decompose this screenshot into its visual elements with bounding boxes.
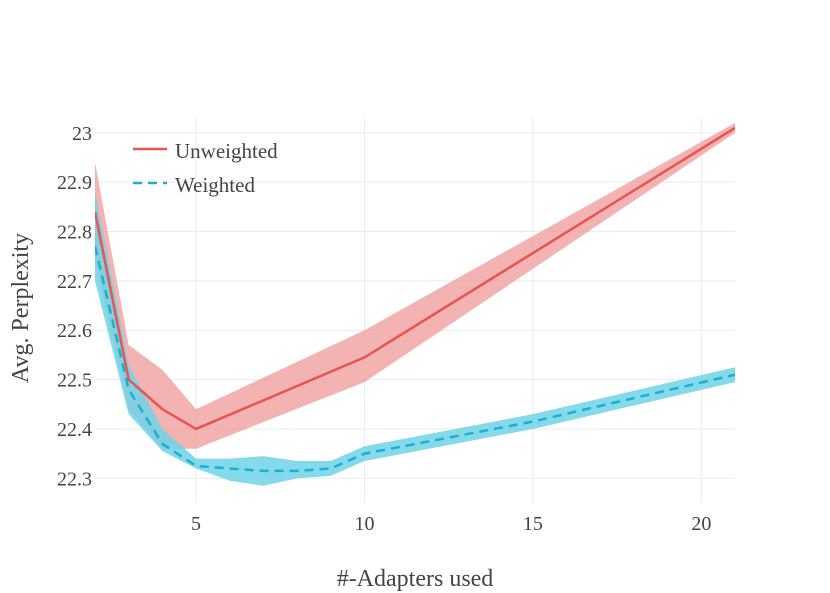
y-tick-label: 22.7 bbox=[57, 271, 92, 293]
y-tick-label: 22.8 bbox=[57, 222, 92, 244]
y-tick-label: 23 bbox=[72, 123, 92, 145]
legend-label-weighted: Weighted bbox=[175, 173, 255, 197]
y-tick-label: 22.5 bbox=[57, 370, 92, 392]
y-tick-label: 22.4 bbox=[57, 419, 92, 441]
legend-label-unweighted: Unweighted bbox=[175, 139, 278, 163]
x-tick-label: 10 bbox=[354, 513, 374, 535]
x-tick-label: 20 bbox=[691, 513, 711, 535]
y-tick-label: 22.3 bbox=[57, 468, 92, 490]
series-line-unweighted bbox=[95, 126, 735, 431]
series-line-weighted bbox=[95, 246, 735, 473]
confidence-band-unweighted bbox=[95, 122, 735, 449]
series-lines bbox=[95, 126, 735, 473]
y-axis-title: Avg. Perplexity bbox=[8, 233, 34, 383]
y-tick-label: 22.9 bbox=[57, 172, 92, 194]
x-tick-label: 5 bbox=[191, 513, 201, 535]
x-axis-title: #-Adapters used bbox=[337, 566, 494, 592]
legend: Unweighted Weighted bbox=[133, 139, 278, 197]
y-tick-label: 22.6 bbox=[57, 320, 92, 342]
x-tick-labels: 5 10 15 20 bbox=[191, 513, 711, 535]
x-tick-label: 15 bbox=[523, 513, 543, 535]
y-tick-labels: 22.3 22.4 22.5 22.6 22.7 22.8 22.9 23 bbox=[57, 123, 92, 491]
